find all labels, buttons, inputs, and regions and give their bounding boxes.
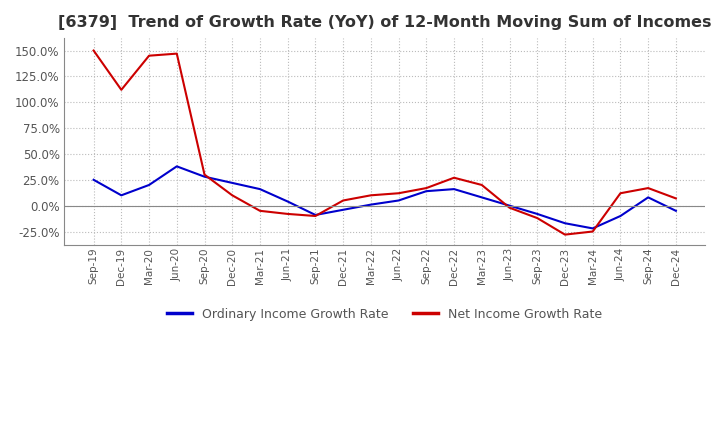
- Net Income Growth Rate: [173, 51, 181, 56]
- Ordinary Income Growth Rate: [505, 203, 514, 208]
- Legend: Ordinary Income Growth Rate, Net Income Growth Rate: Ordinary Income Growth Rate, Net Income …: [162, 303, 608, 326]
- Net Income Growth Rate: [450, 175, 459, 180]
- Line: Ordinary Income Growth Rate: Ordinary Income Growth Rate: [94, 166, 676, 228]
- Ordinary Income Growth Rate: [422, 188, 431, 194]
- Ordinary Income Growth Rate: [616, 213, 625, 219]
- Ordinary Income Growth Rate: [284, 199, 292, 204]
- Title: [6379]  Trend of Growth Rate (YoY) of 12-Month Moving Sum of Incomes: [6379] Trend of Growth Rate (YoY) of 12-…: [58, 15, 711, 30]
- Ordinary Income Growth Rate: [311, 213, 320, 218]
- Net Income Growth Rate: [256, 208, 264, 213]
- Net Income Growth Rate: [477, 182, 486, 187]
- Ordinary Income Growth Rate: [200, 174, 209, 180]
- Net Income Growth Rate: [644, 185, 652, 191]
- Ordinary Income Growth Rate: [450, 187, 459, 192]
- Net Income Growth Rate: [311, 213, 320, 219]
- Net Income Growth Rate: [422, 185, 431, 191]
- Net Income Growth Rate: [672, 196, 680, 201]
- Ordinary Income Growth Rate: [173, 164, 181, 169]
- Net Income Growth Rate: [395, 191, 403, 196]
- Net Income Growth Rate: [561, 232, 570, 237]
- Ordinary Income Growth Rate: [672, 208, 680, 213]
- Net Income Growth Rate: [588, 229, 597, 234]
- Net Income Growth Rate: [284, 211, 292, 216]
- Ordinary Income Growth Rate: [145, 182, 153, 187]
- Ordinary Income Growth Rate: [339, 207, 348, 213]
- Ordinary Income Growth Rate: [89, 177, 98, 183]
- Net Income Growth Rate: [533, 216, 541, 221]
- Ordinary Income Growth Rate: [588, 226, 597, 231]
- Net Income Growth Rate: [145, 53, 153, 59]
- Net Income Growth Rate: [339, 198, 348, 203]
- Ordinary Income Growth Rate: [117, 193, 126, 198]
- Ordinary Income Growth Rate: [366, 202, 375, 207]
- Ordinary Income Growth Rate: [533, 211, 541, 216]
- Ordinary Income Growth Rate: [644, 195, 652, 200]
- Net Income Growth Rate: [117, 87, 126, 92]
- Ordinary Income Growth Rate: [256, 187, 264, 192]
- Ordinary Income Growth Rate: [477, 195, 486, 200]
- Net Income Growth Rate: [89, 48, 98, 53]
- Net Income Growth Rate: [200, 172, 209, 177]
- Ordinary Income Growth Rate: [228, 180, 237, 186]
- Ordinary Income Growth Rate: [395, 198, 403, 203]
- Ordinary Income Growth Rate: [561, 220, 570, 226]
- Net Income Growth Rate: [616, 191, 625, 196]
- Net Income Growth Rate: [366, 193, 375, 198]
- Line: Net Income Growth Rate: Net Income Growth Rate: [94, 51, 676, 235]
- Net Income Growth Rate: [505, 205, 514, 210]
- Net Income Growth Rate: [228, 193, 237, 198]
